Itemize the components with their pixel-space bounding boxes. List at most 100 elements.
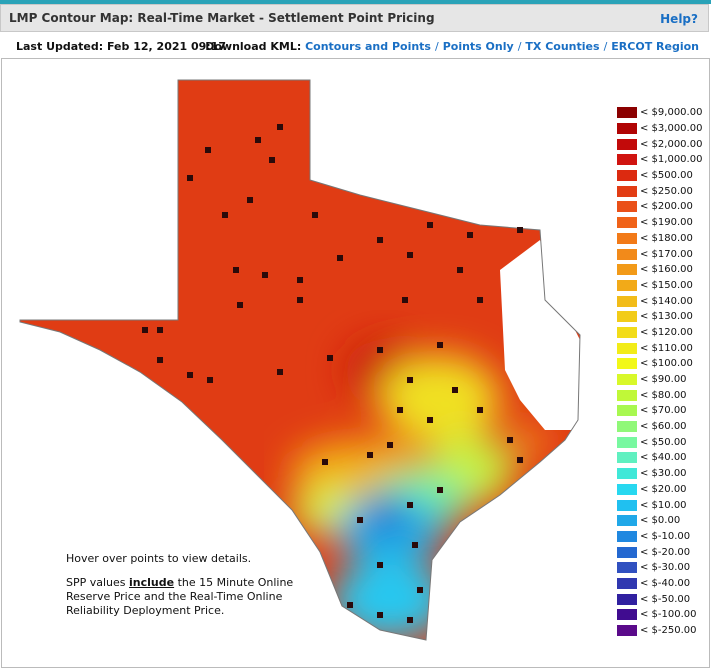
points [142,124,523,623]
legend-label: < $140.00 [640,295,693,307]
price-point[interactable] [397,407,403,413]
legend-swatch [617,452,637,464]
legend-label: < $160.00 [640,264,693,276]
legend-item: < $-40.00 [617,576,702,592]
legend-item: < $250.00 [617,183,702,199]
price-point[interactable] [377,237,383,243]
price-point[interactable] [327,355,333,361]
price-point[interactable] [377,612,383,618]
price-point[interactable] [297,277,303,283]
note-emphasis: include [129,576,175,589]
help-link[interactable]: Help? [660,12,698,26]
price-point[interactable] [187,175,193,181]
legend-swatch [617,530,637,542]
price-point[interactable] [457,267,463,273]
price-point[interactable] [357,517,363,523]
price-point[interactable] [205,147,211,153]
price-point[interactable] [402,297,408,303]
legend-swatch [617,279,637,291]
legend-item: < $170.00 [617,246,702,262]
price-point[interactable] [437,487,443,493]
separator: / [603,40,608,53]
price-point[interactable] [412,542,418,548]
legend-label: < $170.00 [640,248,693,260]
price-point[interactable] [407,617,413,623]
legend-label: < $100.00 [640,358,693,370]
kml-link[interactable]: Points Only [442,40,514,53]
price-point[interactable] [277,124,283,130]
price-point[interactable] [322,459,328,465]
price-point[interactable] [417,587,423,593]
legend-swatch [617,577,637,589]
price-point[interactable] [407,252,413,258]
price-point[interactable] [142,327,148,333]
price-point[interactable] [207,377,213,383]
price-point[interactable] [337,255,343,261]
price-point[interactable] [377,347,383,353]
legend-swatch [617,374,637,386]
legend-label: < $10.00 [640,499,687,511]
legend-item: < $100.00 [617,356,702,372]
header: LMP Contour Map: Real-Time Market - Sett… [0,4,709,32]
legend-swatch [617,515,637,527]
legend-label: < $180.00 [640,232,693,244]
price-point[interactable] [407,502,413,508]
price-point[interactable] [427,222,433,228]
price-point[interactable] [507,437,513,443]
price-point[interactable] [269,157,275,163]
legend-label: < $50.00 [640,436,687,448]
legend-swatch [617,546,637,558]
legend-label: < $-30.00 [640,562,691,574]
legend-item: < $80.00 [617,387,702,403]
price-point[interactable] [387,442,393,448]
price-point[interactable] [157,357,163,363]
legend-swatch [617,405,637,417]
legend-label: < $9,000.00 [640,107,703,119]
price-point[interactable] [157,327,163,333]
map-frame [1,58,710,668]
price-point[interactable] [407,377,413,383]
price-point[interactable] [312,212,318,218]
price-point[interactable] [452,387,458,393]
price-point[interactable] [187,372,193,378]
price-point[interactable] [297,297,303,303]
legend-label: < $20.00 [640,483,687,495]
legend-label: < $3,000.00 [640,123,703,135]
price-point[interactable] [262,272,268,278]
price-point[interactable] [377,562,383,568]
kml-link[interactable]: ERCOT Region [611,40,699,53]
kml-link[interactable]: Contours and Points [305,40,431,53]
price-point[interactable] [233,267,239,273]
price-point[interactable] [367,452,373,458]
kml-link[interactable]: TX Counties [525,40,600,53]
download-label: Download KML: [205,40,302,53]
price-point[interactable] [477,407,483,413]
price-point[interactable] [237,302,243,308]
note-line: Hover over points to view details. [66,552,252,565]
legend-swatch [617,436,637,448]
legend: < $9,000.00 < $3,000.00 < $2,000.00 < $1,00… [617,105,702,638]
legend-swatch [617,185,637,197]
legend-swatch [617,468,637,480]
price-point[interactable] [222,212,228,218]
price-point[interactable] [277,369,283,375]
price-point[interactable] [437,342,443,348]
price-point[interactable] [477,297,483,303]
legend-swatch [617,326,637,338]
legend-swatch [617,217,637,229]
price-point[interactable] [517,227,523,233]
price-point[interactable] [467,232,473,238]
price-point[interactable] [255,137,261,143]
legend-label: < $-100.00 [640,609,697,621]
legend-item: < $50.00 [617,434,702,450]
legend-swatch [617,483,637,495]
price-point[interactable] [347,602,353,608]
price-point[interactable] [427,417,433,423]
legend-swatch [617,107,637,119]
price-point[interactable] [517,457,523,463]
legend-item: < $3,000.00 [617,121,702,137]
legend-swatch [617,248,637,260]
note-text: SPP values include the 15 Minute Online … [66,576,326,618]
price-point[interactable] [247,197,253,203]
